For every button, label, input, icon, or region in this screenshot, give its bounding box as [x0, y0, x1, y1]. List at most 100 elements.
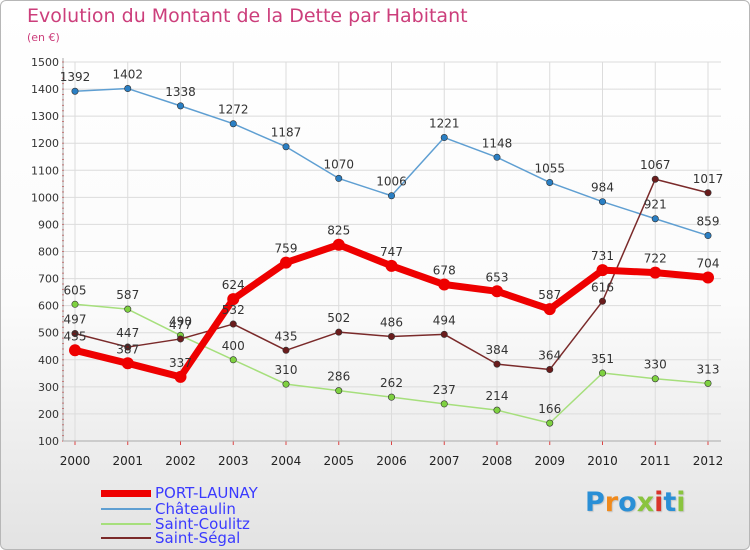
data-point-saint-coulitz [493, 406, 501, 414]
data-point-port-launay [385, 259, 398, 272]
data-point-port-launay [227, 293, 240, 306]
y-tick-label: 1000 [31, 191, 59, 204]
legend-item-chateaulin: Châteaulin [101, 500, 236, 518]
x-tick-label: 2004 [271, 454, 302, 468]
data-label-chateaulin: 1148 [482, 136, 513, 150]
logo-letter: r [604, 487, 619, 518]
y-tick-label: 600 [38, 300, 59, 313]
data-label-chateaulin: 984 [591, 181, 614, 195]
data-point-saint-segal [177, 335, 185, 343]
data-label-saint-segal: 497 [64, 313, 87, 327]
x-tick-label: 2011 [640, 454, 671, 468]
data-label-saint-coulitz: 587 [116, 288, 139, 302]
data-point-port-launay [649, 266, 662, 279]
data-point-saint-segal [651, 175, 659, 183]
data-point-saint-coulitz [387, 393, 395, 401]
data-point-port-launay [280, 256, 292, 269]
data-point-chateaulin [493, 153, 501, 161]
data-label-chateaulin: 1221 [429, 117, 460, 131]
data-label-saint-coulitz: 313 [697, 362, 720, 376]
data-label-chateaulin: 1055 [534, 161, 565, 175]
data-point-port-launay [174, 370, 187, 383]
data-label-saint-segal: 486 [380, 316, 403, 330]
legend-item-saint-coulitz: Saint-Coulitz [101, 515, 250, 533]
data-label-saint-coulitz: 400 [222, 339, 245, 353]
data-point-chateaulin [71, 87, 79, 95]
data-label-chateaulin: 921 [644, 198, 667, 212]
data-point-chateaulin [704, 232, 712, 240]
data-point-saint-segal [598, 297, 606, 305]
data-point-chateaulin [387, 192, 395, 200]
axis-layer: 1002003004005006007008009001000110012001… [31, 56, 723, 468]
legend-label: PORT-LAUNAY [155, 484, 258, 502]
data-label-port-launay: 722 [644, 252, 667, 266]
legend-swatch [101, 489, 151, 497]
x-tick-label: 2002 [165, 454, 196, 468]
legend-item-saint-segal: Saint-Ségal [101, 531, 240, 546]
x-tick-label: 2012 [693, 454, 724, 468]
data-point-saint-coulitz [282, 380, 290, 388]
data-label-saint-coulitz: 237 [433, 383, 456, 397]
data-label-port-launay: 435 [64, 329, 87, 343]
data-label-saint-coulitz: 214 [486, 389, 509, 403]
y-tick-label: 200 [38, 408, 59, 421]
data-point-port-launay [543, 303, 556, 316]
y-tick-label: 1200 [31, 137, 59, 150]
data-point-chateaulin [282, 143, 290, 151]
data-point-chateaulin [124, 85, 132, 93]
data-label-saint-coulitz: 310 [275, 363, 298, 377]
data-point-port-launay [332, 238, 345, 251]
data-label-chateaulin: 1392 [60, 70, 91, 84]
data-point-saint-segal [440, 330, 448, 338]
x-tick-label: 2003 [218, 454, 249, 468]
y-tick-label: 1500 [31, 56, 59, 69]
data-point-port-launay [702, 271, 714, 284]
data-point-chateaulin [546, 178, 554, 186]
data-point-port-launay [121, 357, 134, 370]
legend-swatch [101, 508, 151, 510]
data-label-chateaulin: 859 [697, 215, 720, 229]
data-point-saint-segal [282, 346, 290, 354]
x-tick-label: 2009 [534, 454, 565, 468]
x-tick-label: 2007 [429, 454, 460, 468]
data-label-port-launay: 624 [222, 278, 245, 292]
y-tick-label: 900 [38, 218, 59, 231]
x-tick-label: 2001 [112, 454, 143, 468]
y-tick-label: 500 [38, 327, 59, 340]
data-label-saint-segal: 384 [486, 343, 509, 357]
legend-label: Châteaulin [155, 500, 236, 518]
legend-label: Saint-Coulitz [155, 515, 250, 533]
data-label-saint-coulitz: 262 [380, 376, 403, 390]
data-label-saint-segal: 1067 [640, 158, 671, 172]
data-label-saint-segal: 364 [538, 349, 561, 363]
data-label-chateaulin: 1338 [165, 85, 196, 99]
chart-title: Evolution du Montant de la Dette par Hab… [27, 5, 468, 27]
data-point-saint-coulitz [598, 369, 606, 377]
data-point-saint-segal [387, 333, 395, 341]
data-label-port-launay: 653 [486, 270, 509, 284]
data-point-saint-segal [335, 328, 343, 336]
data-label-saint-segal: 494 [433, 313, 456, 327]
data-label-port-launay: 337 [169, 356, 192, 370]
data-label-saint-coulitz: 330 [644, 358, 667, 372]
data-label-port-launay: 704 [697, 256, 720, 270]
data-point-saint-coulitz [440, 400, 448, 408]
logo-letter: x [636, 487, 655, 518]
data-label-chateaulin: 1187 [271, 126, 302, 140]
data-point-saint-coulitz [546, 419, 554, 427]
data-point-chateaulin [335, 174, 343, 182]
data-label-saint-coulitz: 286 [327, 370, 350, 384]
data-label-saint-coulitz: 166 [538, 402, 561, 416]
y-tick-label: 1100 [31, 164, 59, 177]
data-label-chateaulin: 1402 [112, 68, 143, 82]
data-label-chateaulin: 1006 [376, 175, 407, 189]
data-point-saint-coulitz [124, 305, 132, 313]
data-label-saint-segal: 532 [222, 303, 245, 317]
x-tick-label: 2010 [587, 454, 618, 468]
data-label-saint-coulitz: 605 [64, 283, 87, 297]
data-point-saint-segal [124, 343, 132, 351]
data-point-saint-coulitz [651, 375, 659, 383]
data-point-saint-segal [704, 189, 712, 197]
